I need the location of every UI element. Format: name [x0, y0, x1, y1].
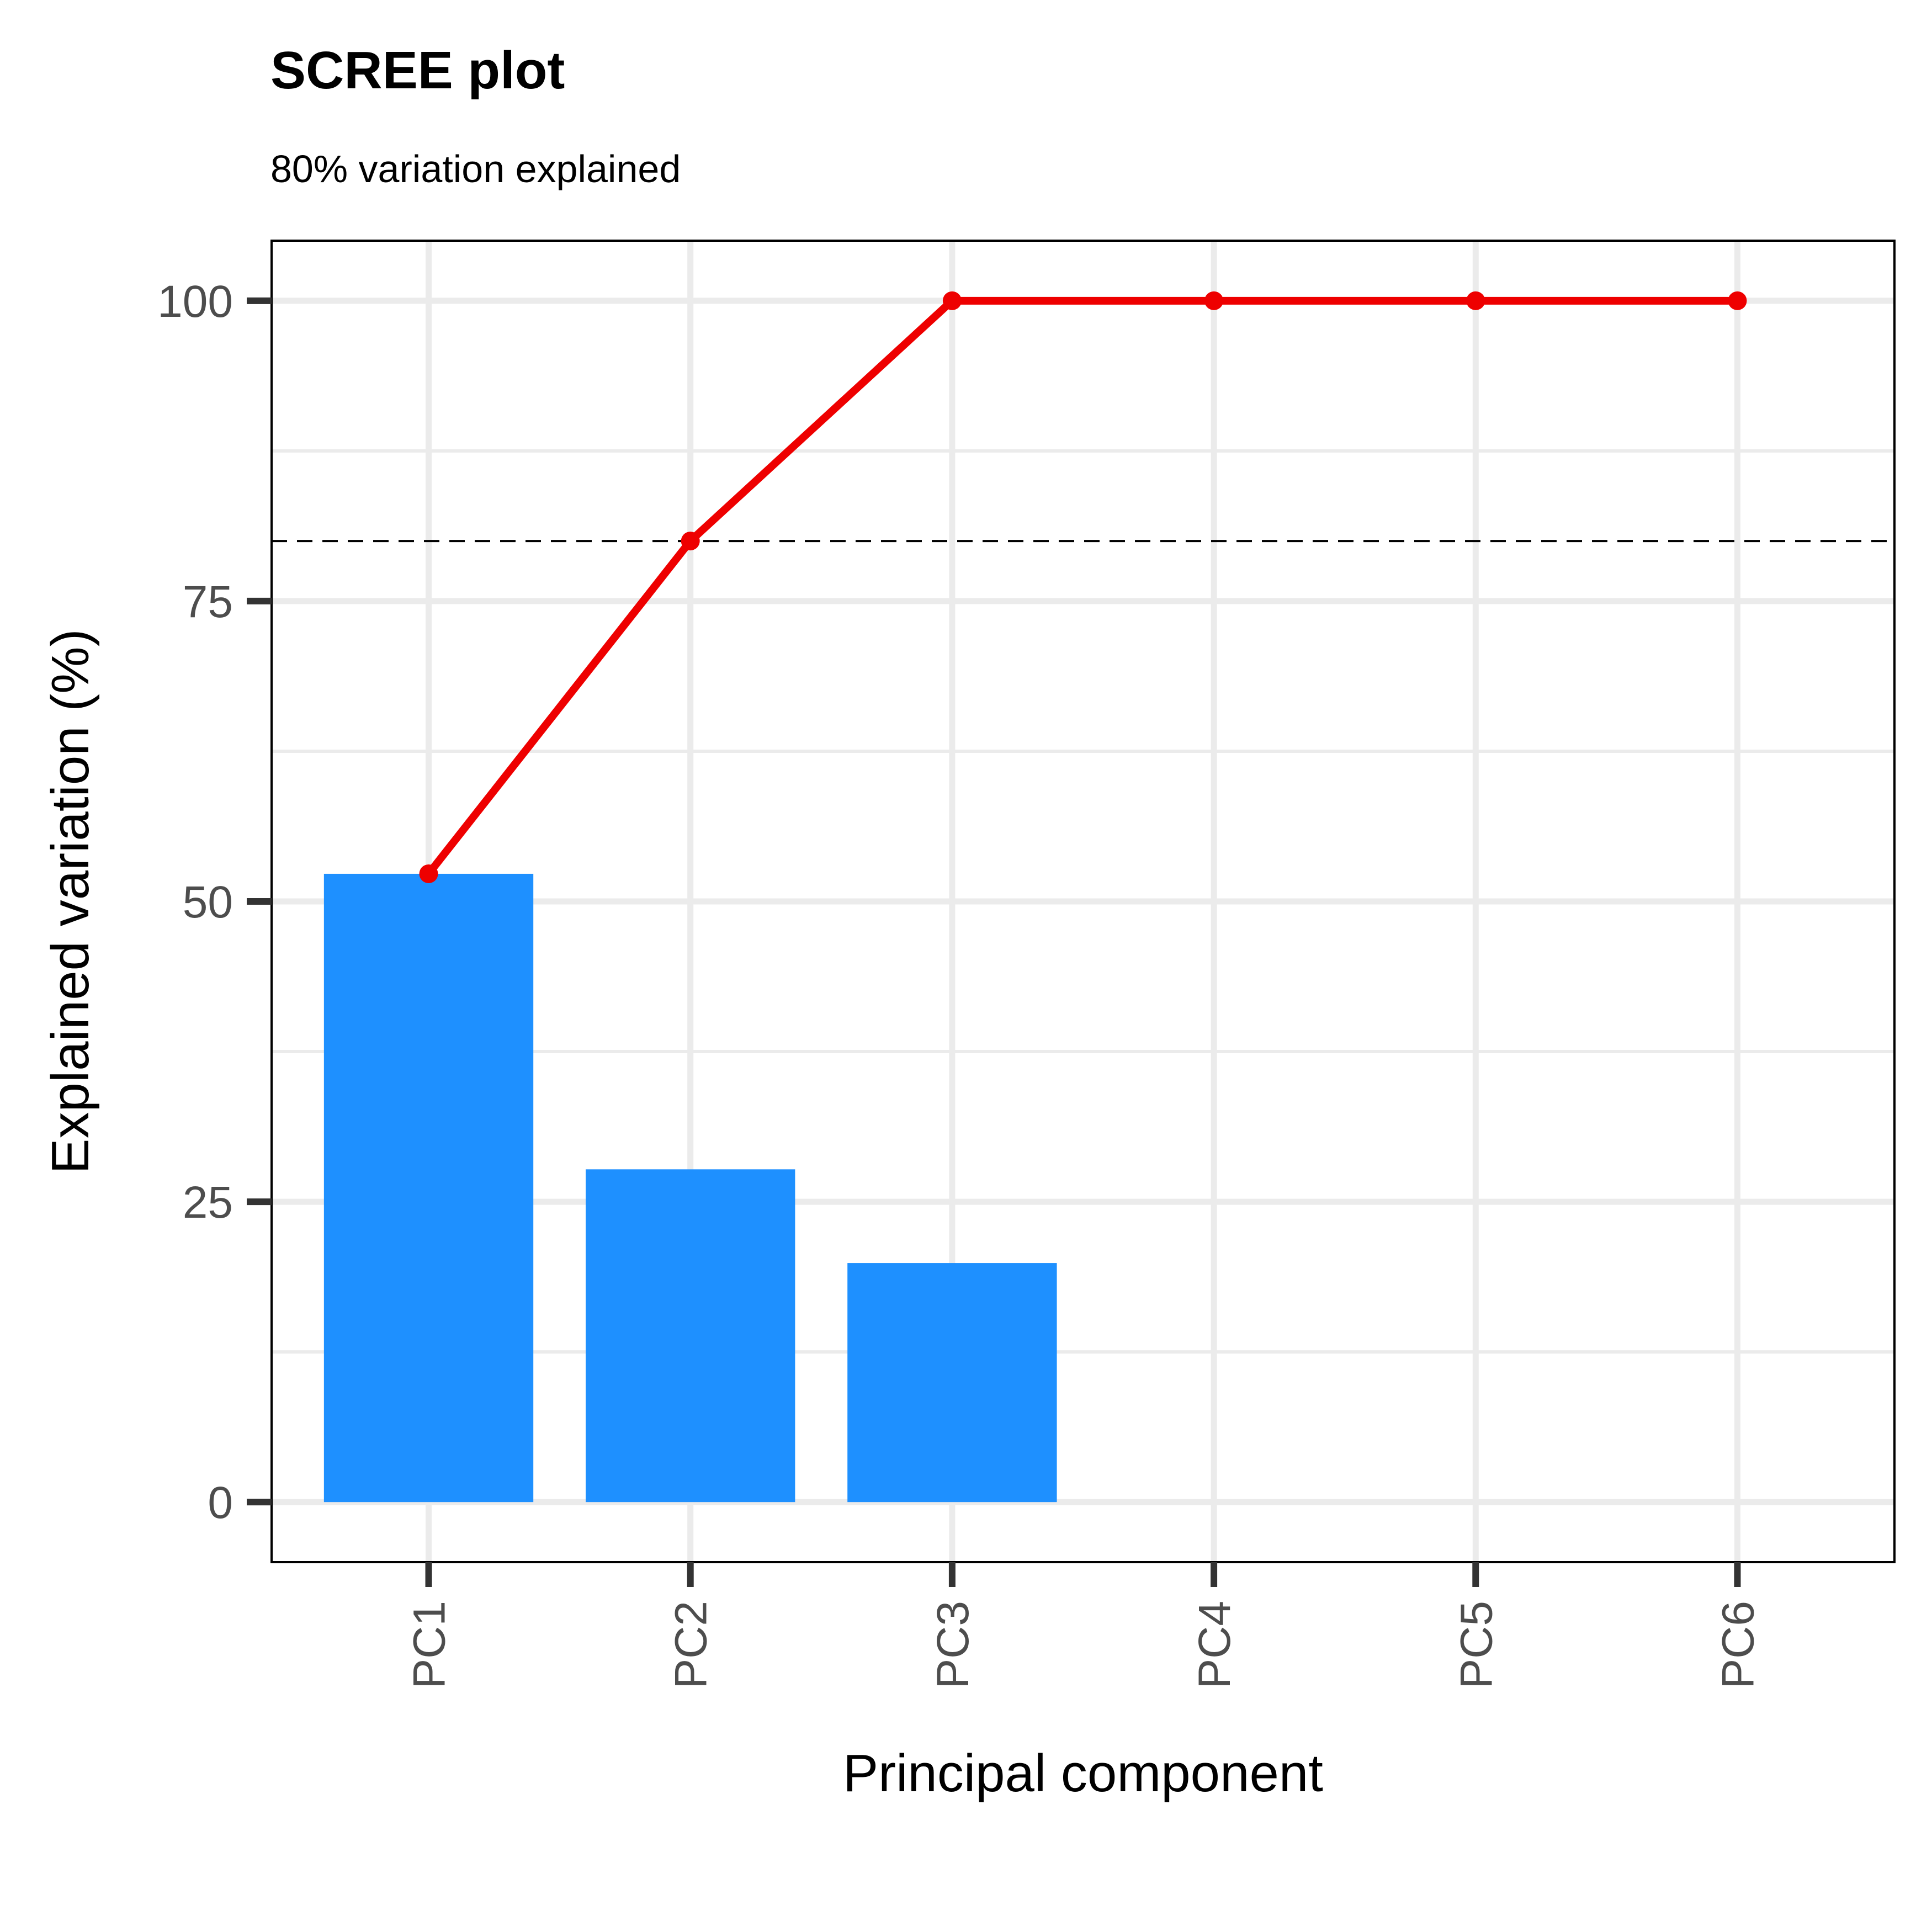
chart-title: SCREE plot: [270, 41, 565, 100]
y-tick-label: 100: [157, 277, 233, 327]
x-tick-label: PC2: [666, 1601, 716, 1689]
y-tick-label: 75: [183, 577, 233, 627]
bar-PC1: [323, 873, 534, 1503]
x-tick-label: PC1: [405, 1601, 455, 1689]
cumulative-points: [419, 291, 1747, 883]
x-axis-title: Principal component: [843, 1744, 1323, 1803]
y-tick-label: 0: [208, 1478, 233, 1528]
cumulative-line: [426, 296, 1738, 877]
x-axis: PC1 PC2 PC3 PC4 PC5 PC6: [405, 1562, 1763, 1689]
x-tick-label: PC6: [1713, 1601, 1763, 1689]
bar-PC3: [847, 1263, 1057, 1503]
point-PC3: [942, 291, 962, 310]
bars: [323, 873, 1057, 1503]
point-PC1: [419, 864, 438, 883]
x-tick-label: PC3: [928, 1601, 978, 1689]
y-axis: 0 25 50 75 100: [157, 277, 272, 1528]
point-PC4: [1204, 291, 1224, 310]
x-tick-label: PC5: [1451, 1601, 1501, 1689]
point-PC2: [681, 532, 700, 551]
point-PC5: [1466, 291, 1485, 310]
y-tick-label: 50: [183, 877, 233, 927]
y-axis-title: Explained variation (%): [41, 629, 100, 1174]
bar-PC2: [586, 1169, 795, 1503]
point-PC6: [1728, 291, 1747, 310]
chart-subtitle: 80% variation explained: [270, 147, 681, 190]
y-tick-label: 25: [183, 1177, 233, 1228]
minor-gridlines: [272, 449, 1894, 1354]
x-tick-label: PC4: [1190, 1601, 1240, 1689]
